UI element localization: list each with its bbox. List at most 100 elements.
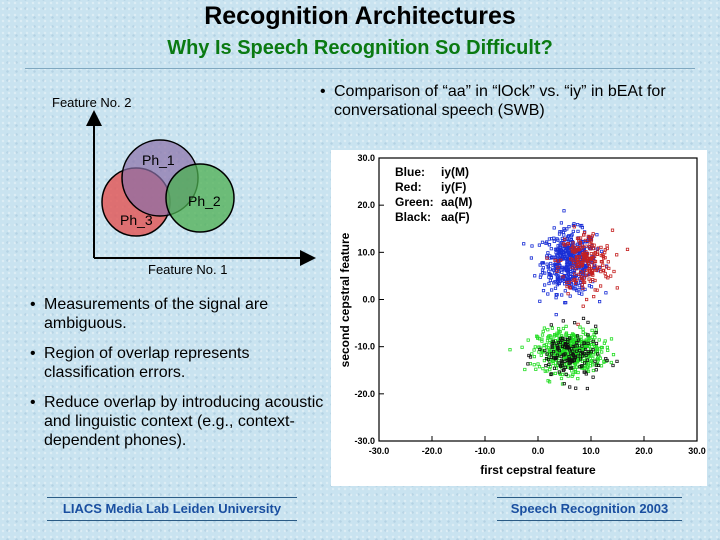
data-point xyxy=(580,344,584,348)
data-point xyxy=(583,347,588,351)
data-point xyxy=(582,341,586,345)
x-tick-label: -20.0 xyxy=(422,446,443,456)
data-point xyxy=(553,286,558,290)
data-point xyxy=(577,348,582,353)
venn-x-axis-label: Feature No. 1 xyxy=(148,262,228,277)
data-point xyxy=(532,354,536,359)
data-point xyxy=(563,337,567,341)
data-point xyxy=(552,239,556,243)
data-point xyxy=(551,349,556,354)
data-point xyxy=(520,345,524,349)
data-point xyxy=(589,272,594,276)
data-point xyxy=(522,242,526,246)
data-point xyxy=(589,239,593,243)
data-point xyxy=(541,366,545,371)
data-point xyxy=(595,288,599,292)
series-aaf xyxy=(526,316,619,391)
data-point xyxy=(537,350,541,354)
data-point xyxy=(578,280,583,284)
data-point xyxy=(583,361,587,365)
series-iyf xyxy=(545,225,630,326)
data-point xyxy=(564,343,568,347)
data-point xyxy=(576,370,580,375)
y-tick-label: -20.0 xyxy=(354,389,375,399)
data-point xyxy=(557,348,561,353)
data-point xyxy=(567,280,571,284)
data-point xyxy=(559,337,563,341)
data-point xyxy=(542,358,546,363)
data-point xyxy=(580,354,585,358)
data-point xyxy=(594,324,598,328)
data-point xyxy=(603,339,607,343)
data-point xyxy=(557,370,561,374)
y-tick-label: 20.0 xyxy=(357,200,375,210)
data-point xyxy=(597,338,601,342)
data-point xyxy=(545,256,549,260)
data-point xyxy=(559,221,563,225)
data-point xyxy=(591,232,595,236)
data-point xyxy=(556,345,560,349)
data-point xyxy=(574,386,578,390)
data-point xyxy=(586,258,590,262)
data-point xyxy=(556,340,560,345)
data-point xyxy=(577,247,582,251)
data-point xyxy=(580,350,585,355)
data-point xyxy=(573,356,577,360)
data-point xyxy=(580,275,584,279)
data-point xyxy=(586,351,590,356)
data-point xyxy=(561,368,565,373)
data-point xyxy=(584,297,589,302)
data-point xyxy=(530,352,534,356)
data-point xyxy=(562,209,566,213)
data-point xyxy=(580,259,584,263)
data-point xyxy=(576,229,580,233)
data-point xyxy=(533,345,537,349)
data-point xyxy=(593,335,597,340)
legend-value: iy(F) xyxy=(441,180,466,194)
title-divider xyxy=(25,68,695,69)
data-point xyxy=(552,366,557,370)
data-point xyxy=(606,260,610,264)
data-point xyxy=(581,256,586,260)
data-point xyxy=(609,274,613,278)
data-point xyxy=(572,269,576,273)
data-point xyxy=(563,237,567,241)
data-point xyxy=(568,270,572,274)
data-point xyxy=(559,268,563,272)
data-point xyxy=(588,247,592,251)
data-point xyxy=(566,242,570,246)
legend-value: aa(F) xyxy=(441,210,470,224)
data-point xyxy=(604,356,608,361)
legend-label: Red: xyxy=(395,180,422,194)
data-point xyxy=(586,350,590,354)
data-point xyxy=(609,360,613,365)
data-point xyxy=(526,338,530,342)
data-point xyxy=(569,257,573,261)
data-point xyxy=(542,283,547,287)
data-point xyxy=(592,332,596,336)
data-point xyxy=(566,374,570,378)
data-point xyxy=(576,322,580,326)
data-point xyxy=(553,271,557,275)
data-point xyxy=(532,348,536,352)
data-point xyxy=(594,268,599,272)
data-point xyxy=(555,269,559,273)
data-point xyxy=(563,365,567,369)
data-point xyxy=(576,354,580,358)
data-point xyxy=(566,344,570,349)
data-point xyxy=(546,358,551,362)
data-point xyxy=(542,326,546,330)
data-point xyxy=(549,355,553,359)
data-point xyxy=(536,336,540,340)
data-point xyxy=(601,256,606,260)
data-point xyxy=(590,328,594,332)
data-point xyxy=(577,284,581,288)
data-point xyxy=(572,321,577,325)
data-point xyxy=(587,344,591,348)
data-point xyxy=(554,247,559,251)
data-point xyxy=(540,339,544,343)
data-point xyxy=(589,252,593,256)
data-point xyxy=(573,287,577,291)
data-point xyxy=(571,344,575,349)
data-point xyxy=(530,244,534,248)
